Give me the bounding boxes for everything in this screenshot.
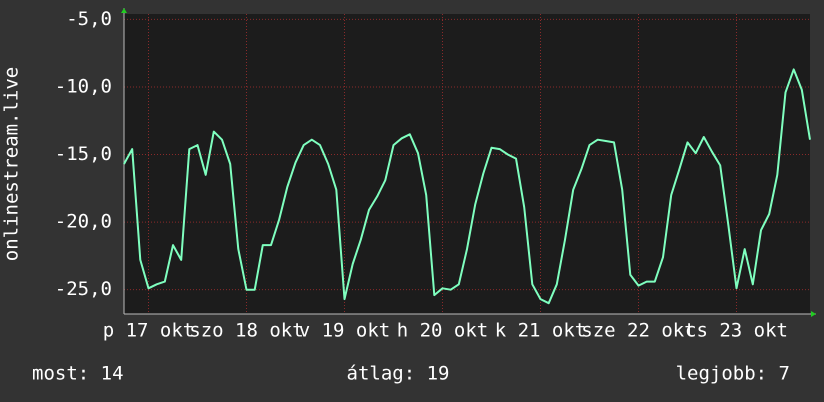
x-axis-arrow — [811, 311, 816, 317]
x-tick-label: k 21 okt — [495, 320, 587, 342]
y-tick-label: -15,0 — [55, 143, 112, 165]
y-axis-arrow — [121, 8, 127, 13]
x-tick-label: p 17 okt — [103, 320, 195, 342]
x-tick-label: h 20 okt — [397, 320, 489, 342]
plot-area — [124, 14, 810, 314]
x-tick-label: sze 22 okt — [581, 320, 695, 342]
stat-average: átlag: 19 — [347, 363, 450, 385]
data-line — [123, 68, 811, 305]
y-tick-label: -20,0 — [55, 211, 112, 233]
stat-current: most: 14 — [32, 363, 124, 385]
y-tick-label: -25,0 — [55, 278, 112, 300]
y-tick-label: -5,0 — [66, 8, 112, 30]
x-tick-label: szo 18 okt — [189, 320, 303, 342]
y-axis-label: onlinestream.live — [1, 67, 23, 261]
y-tick-label: -10,0 — [55, 75, 112, 97]
x-tick-label: v 19 okt — [299, 320, 391, 342]
x-tick-label: cs 23 okt — [685, 320, 788, 342]
stat-best: legjobb: 7 — [676, 363, 790, 385]
